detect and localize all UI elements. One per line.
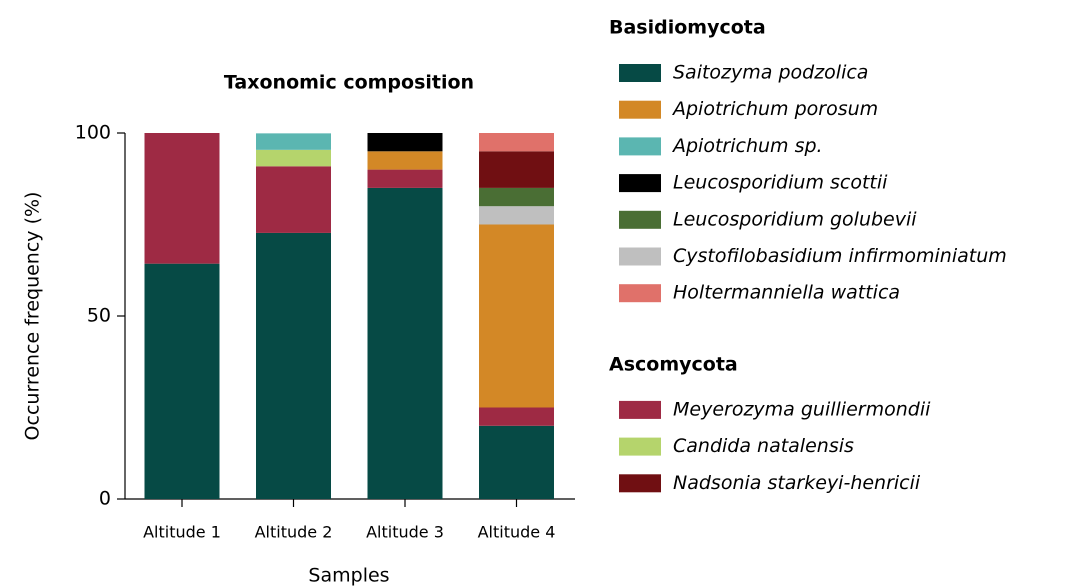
legend-swatch [619,174,661,193]
y-tick-label: 0 [99,488,111,510]
bar-segment [479,425,554,499]
legend-label: Leucosporidium scottii [673,172,888,194]
bar-segment [256,133,331,150]
legend-label: Saitozyma podzolica [673,62,868,84]
x-tick-label: Altitude 1 [143,523,221,542]
legend-group-title: Basidiomycota [609,17,766,39]
legend-label: Cystofilobasidium infirmominiatum [673,245,1007,267]
x-tick-label: Altitude 3 [366,523,444,542]
x-axis-label: Samples [308,565,389,586]
legend-swatch [619,400,661,419]
bar-segment [144,263,220,499]
legend-swatch [619,284,661,303]
legend-label: Nadsonia starkeyi-henricii [673,472,921,494]
y-tick-label: 50 [87,305,111,327]
legend-swatch [619,64,661,82]
legend-group-title: Ascomycota [609,353,738,375]
legend-swatch [619,210,661,229]
legend-label: Meyerozyma guilliermondii [673,398,931,420]
legend-swatch [619,474,661,493]
legend-swatch [619,100,661,119]
bar-segment [144,133,220,264]
bar-segment [367,187,443,499]
bar-segment [367,169,443,188]
legend-label: Leucosporidium golubevii [673,208,917,230]
bar-segment [367,151,443,170]
chart-title: Taxonomic composition [224,72,474,94]
bar-segment [479,151,554,188]
legend-label: Candida natalensis [673,435,854,457]
bar-segment [479,133,554,152]
legend-label: Apiotrichum porosum [671,98,878,120]
bar-segment [256,149,331,167]
x-tick-label: Altitude 4 [478,523,556,542]
legend-swatch [619,137,661,156]
legend-label: Apiotrichum sp. [671,135,823,157]
bar-segment [367,133,443,152]
bar-segment [256,232,331,499]
bar-segment [479,407,554,426]
y-tick-label: 100 [75,122,111,144]
legend-label: Holtermanniella wattica [673,282,900,304]
legend-swatch [619,437,661,456]
bar-segment [479,224,554,408]
legend-swatch [619,247,661,266]
bar-segment [479,206,554,225]
bar-segment [479,187,554,207]
y-axis-label: Occurrence frequency (%) [22,192,44,441]
bar-segment [256,166,331,233]
x-tick-label: Altitude 2 [255,523,333,542]
